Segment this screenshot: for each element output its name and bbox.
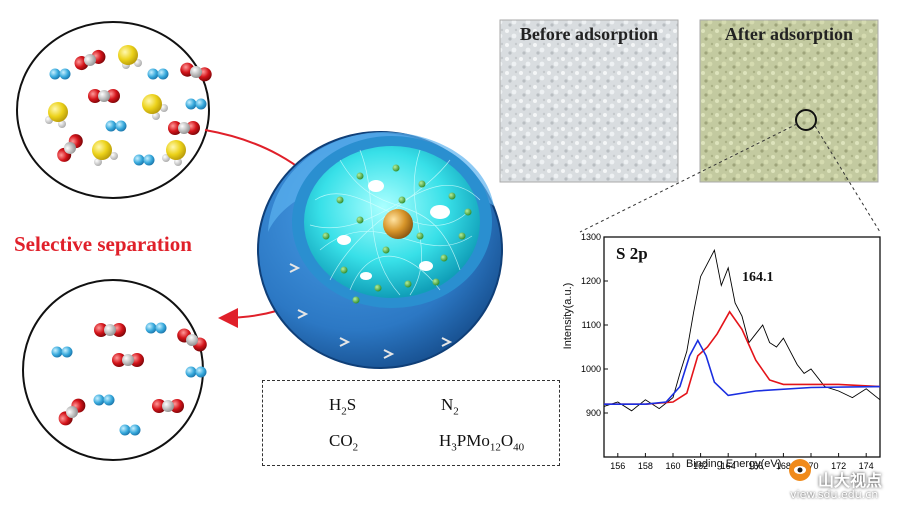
n2-molecule: [93, 394, 115, 406]
after-adsorption-title: After adsorption: [724, 24, 854, 44]
n2-molecule: [145, 322, 167, 334]
co2-molecule: [152, 399, 184, 413]
h2s-molecule: [142, 94, 168, 120]
legend-box: H2S N2 CO2 H3PMo12O40: [262, 380, 560, 466]
before-adsorption-title: Before adsorption: [519, 24, 659, 44]
xps-x-tick-label: 170: [803, 461, 818, 471]
xps-y-tick-label: 1100: [582, 320, 601, 330]
xps-y-tick-label: 900: [586, 408, 601, 418]
product-gas-ellipse: [22, 279, 207, 461]
n2-molecule: [133, 154, 155, 166]
xps-x-tick-label: 156: [610, 461, 625, 471]
xps-series-fit-blue: [604, 338, 881, 406]
xps-x-tick-label: 162: [693, 461, 708, 471]
xps-ticks: 156 158 160 162 164 166 168 170 172 174 900 1000 110…: [581, 232, 874, 471]
legend-label-co2: CO2: [329, 431, 359, 454]
n2-molecule: [119, 424, 141, 436]
xps-series-raw: [603, 248, 881, 412]
legend-label-n2: N2: [441, 395, 459, 418]
n2-molecule: [49, 68, 71, 80]
xps-y-tick-label: 1000: [581, 364, 601, 374]
watermark-logo-icon: [789, 459, 811, 481]
h2s-molecule: [162, 140, 186, 166]
xps-series-fit-red: [604, 310, 881, 406]
xps-peak-annotation: 164.1: [742, 270, 774, 285]
xps-lines: [603, 248, 881, 412]
xps-x-tick-label: 172: [831, 461, 846, 471]
co2-molecule: [88, 89, 120, 103]
xps-y-tick-label: 1200: [581, 276, 601, 286]
selective-separation-label: Selective separation: [14, 232, 192, 256]
co2-molecule: [58, 398, 86, 426]
h2s-molecule: [45, 102, 68, 128]
xps-title: S 2p: [616, 244, 648, 263]
xps-x-tick-label: 174: [859, 461, 874, 471]
core-shell-sphere: [257, 131, 503, 369]
n2-molecule: [147, 68, 169, 80]
co2-molecule: [74, 49, 106, 71]
xps-y-tick-label: 1300: [581, 232, 601, 242]
n2-molecule: [51, 346, 73, 358]
zoom-line-left: [579, 123, 798, 233]
legend-label-h2s: H2S: [329, 395, 357, 418]
co2-molecule: [168, 121, 200, 135]
co2-molecule: [94, 323, 126, 337]
zoom-line-right: [814, 125, 881, 233]
n2-molecule: [185, 98, 207, 110]
xps-x-tick-label: 158: [638, 461, 653, 471]
xps-chart-frame: [603, 236, 881, 458]
sample-spot-circle: [795, 109, 817, 131]
h2s-molecule: [118, 45, 142, 69]
feed-gas-ellipse: [16, 21, 212, 199]
xps-x-tick-label: 164: [721, 461, 736, 471]
photo-after: [699, 19, 879, 183]
xps-x-tick-label: 166: [748, 461, 763, 471]
xps-ylabel: Intensity(a.u.): [562, 282, 574, 350]
watermark-url: view.sdu.edu.cn: [790, 488, 879, 501]
legend-label-hpa: H3PMo12O40: [439, 431, 525, 454]
n2-molecule: [105, 120, 127, 132]
co2-molecule: [112, 353, 144, 367]
xps-x-tick-label: 160: [665, 461, 680, 471]
co2-molecule: [57, 134, 83, 162]
xps-xlabel: Binding Energy(eV): [686, 458, 782, 470]
watermark-name: 山大视点: [818, 471, 883, 490]
xps-x-tick-label: 168: [776, 461, 791, 471]
co2-molecule: [180, 62, 212, 82]
h2s-molecule: [92, 140, 118, 166]
n2-molecule: [185, 366, 207, 378]
photo-before: [499, 19, 679, 183]
co2-molecule: [177, 328, 207, 352]
